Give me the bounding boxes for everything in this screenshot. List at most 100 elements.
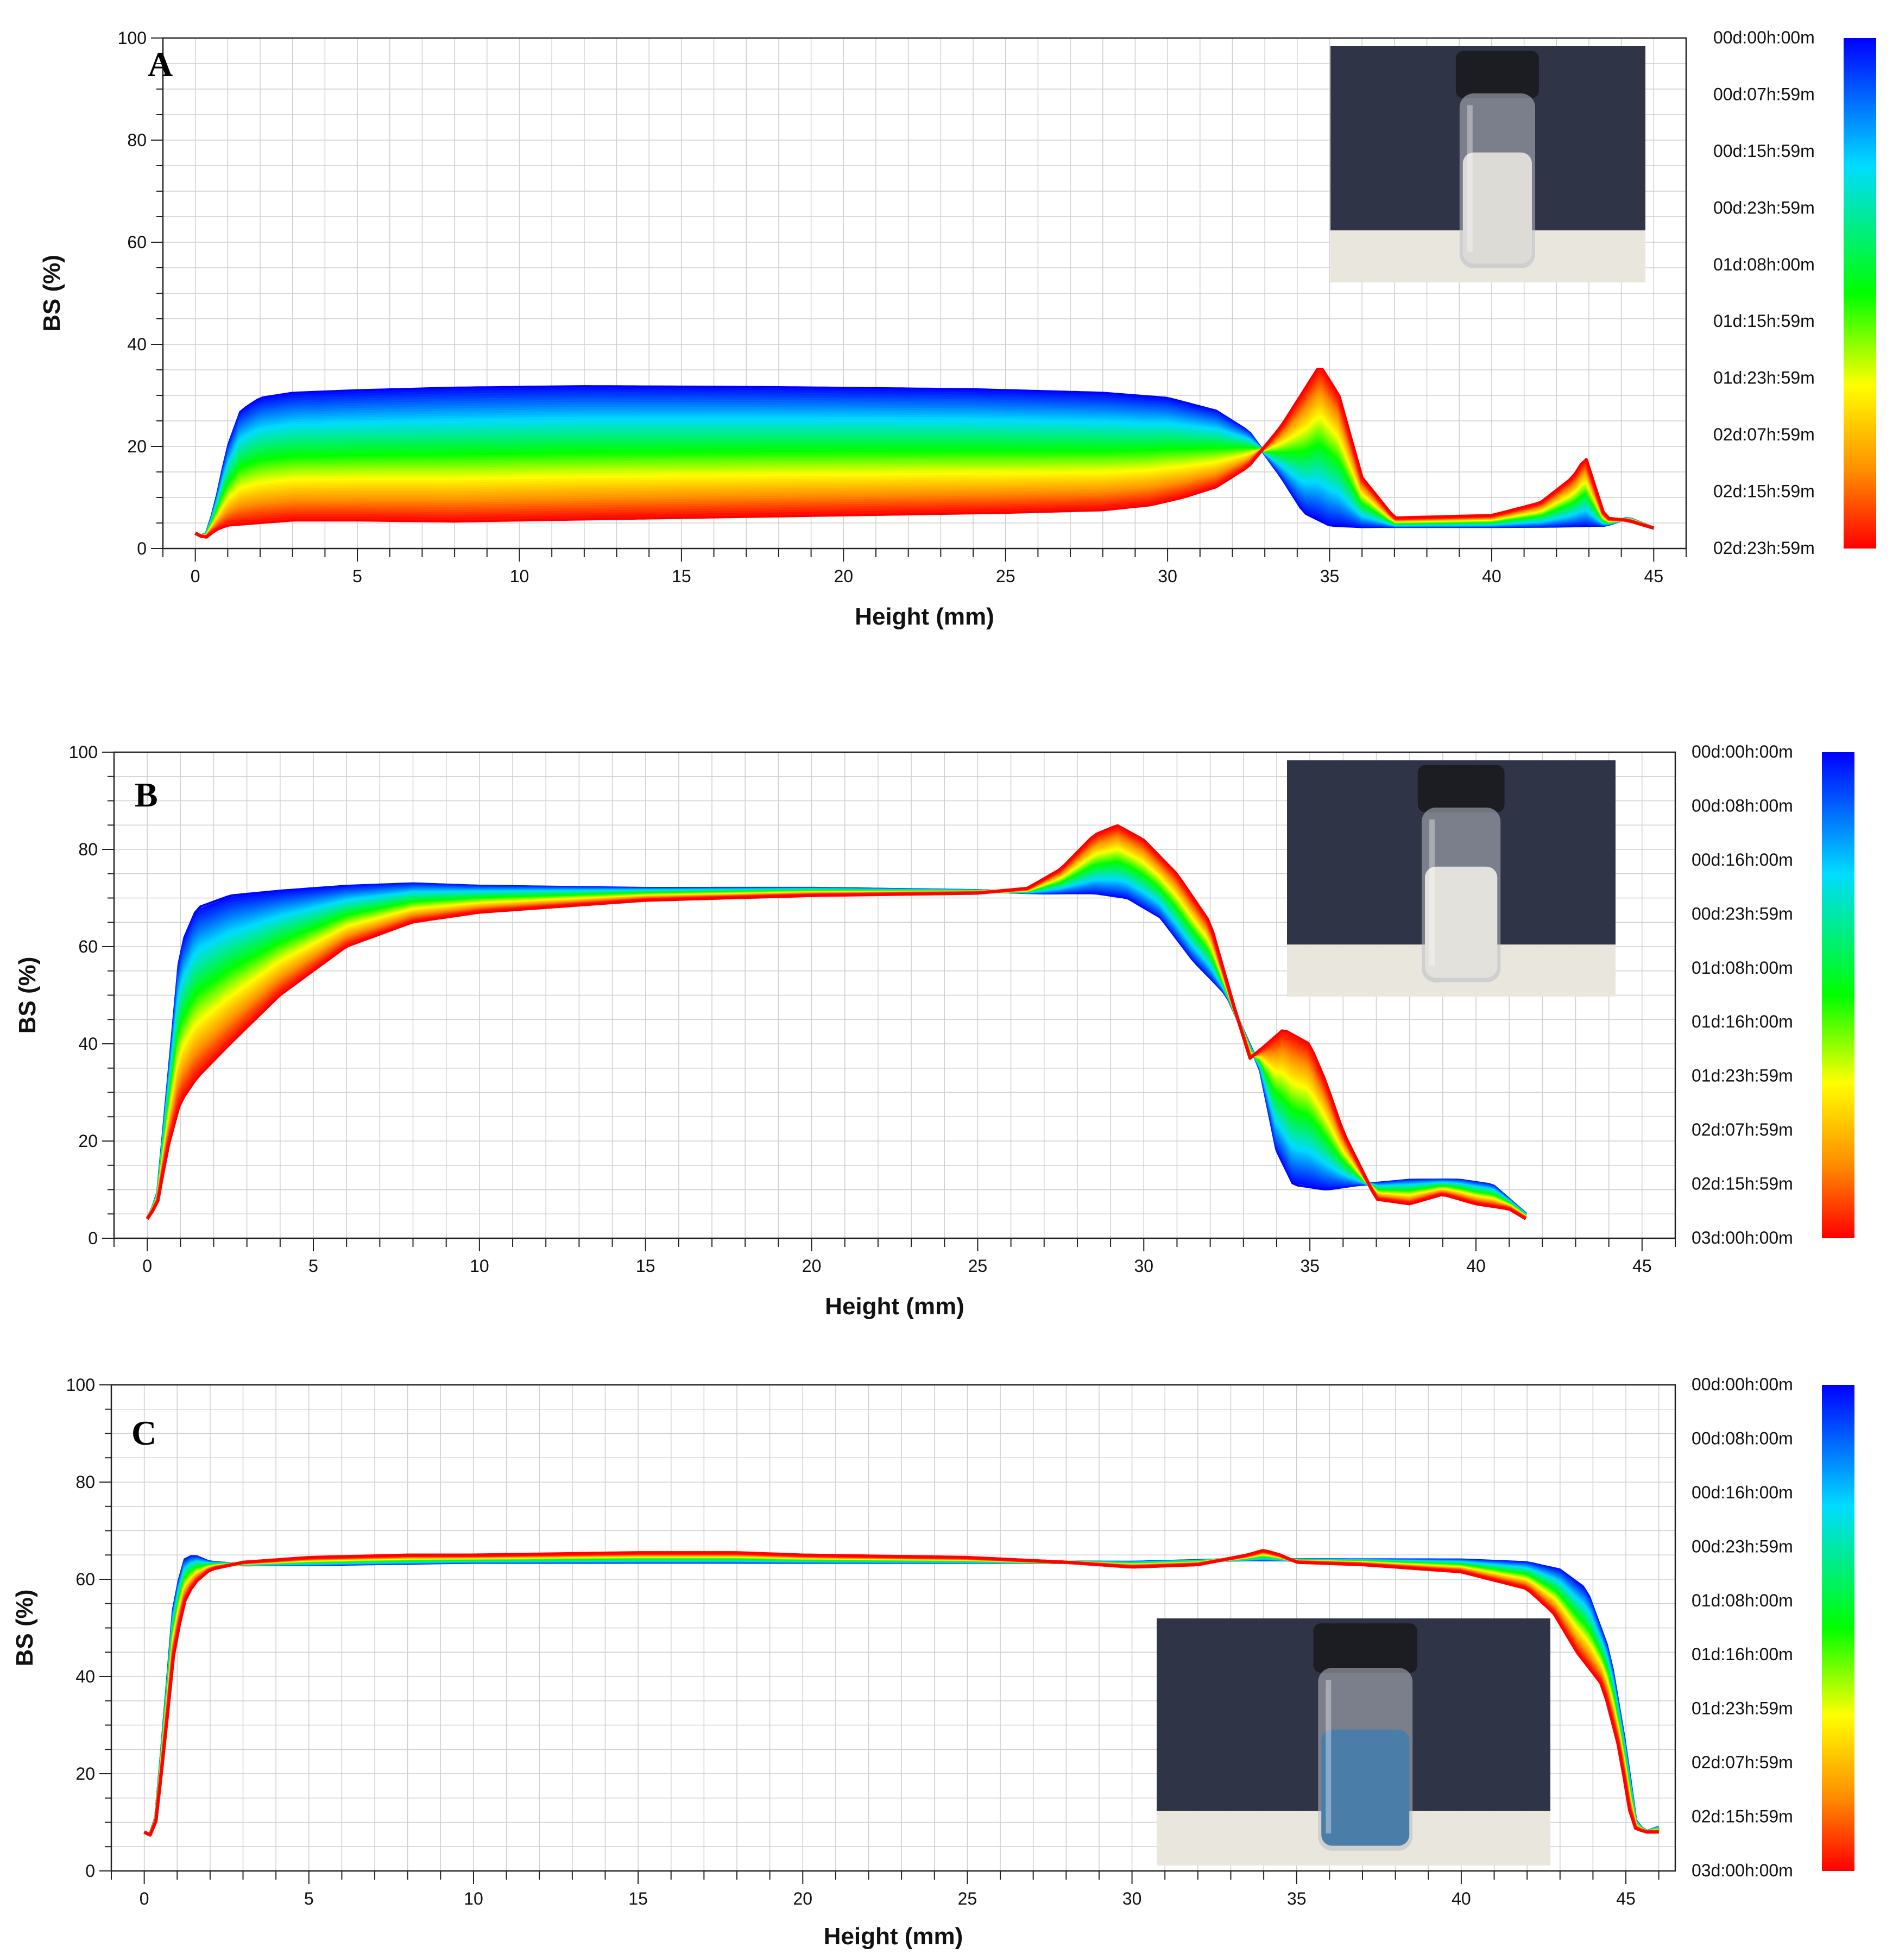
legend-label: 02d:15h:59m [1692, 1807, 1793, 1826]
x-axis [111, 1871, 1660, 1884]
legend-label: 01d:23h:59m [1692, 1066, 1793, 1086]
y-tick-label: 20 [127, 437, 147, 456]
x-tick-label: 25 [968, 1256, 988, 1276]
x-tick-label: 0 [140, 1889, 149, 1908]
x-tick-label: 20 [802, 1256, 822, 1276]
vial-cap [1417, 765, 1505, 812]
x-axis [113, 1238, 1676, 1251]
y-tick-label: 20 [78, 1131, 98, 1151]
x-tick-label: 0 [191, 566, 200, 586]
y-tick-label: 40 [78, 1034, 98, 1054]
chart-panel-a: 0 20 40 60 80 100 0 5 10 15 20 25 30 35 40 45 Height (mm… [39, 28, 1876, 630]
inset-photo [1287, 760, 1616, 997]
legend-label: 02d:15h:59m [1713, 482, 1815, 501]
x-tick-label: 45 [1644, 566, 1664, 586]
series-group [146, 824, 1527, 1220]
x-tick-label: 30 [1122, 1889, 1142, 1908]
x-axis-title: Height (mm) [825, 1293, 964, 1320]
legend-label: 01d:08h:00m [1692, 958, 1793, 978]
x-tick-label: 35 [1300, 1256, 1320, 1276]
legend-label: 00d:08h:00m [1692, 1428, 1793, 1448]
x-tick-label: 15 [636, 1256, 655, 1276]
x-tick-label: 40 [1452, 1889, 1471, 1908]
legend-label: 00d:00h:00m [1713, 28, 1815, 47]
x-tick-label: 20 [793, 1889, 812, 1908]
y-tick-label: 0 [88, 1228, 98, 1248]
x-tick-label: 5 [308, 1256, 318, 1276]
y-tick-label: 100 [66, 1375, 95, 1395]
legend-label: 01d:15h:59m [1713, 311, 1815, 331]
x-tick-label: 0 [142, 1256, 152, 1276]
panel-letter: B [135, 776, 158, 814]
y-tick-label: 60 [127, 232, 147, 252]
x-tick-label: 10 [470, 1256, 489, 1276]
y-tick-label: 100 [69, 742, 98, 762]
x-tick-label: 30 [1158, 566, 1177, 586]
legend-label: 00d:23h:59m [1692, 904, 1793, 923]
inset-photo [1330, 46, 1645, 282]
x-axis [162, 549, 1687, 562]
x-tick-label: 40 [1482, 566, 1501, 586]
x-tick-label: 15 [672, 566, 691, 586]
x-axis-title: Height (mm) [824, 1923, 963, 1950]
x-tick-label: 45 [1632, 1256, 1652, 1276]
x-tick-label: 35 [1287, 1889, 1307, 1908]
legend-label: 03d:00h:00m [1692, 1861, 1793, 1880]
series-group [143, 1549, 1660, 1837]
legend-label: 01d:23h:59m [1713, 368, 1815, 388]
inset-photo [1157, 1618, 1550, 1866]
y-tick-label: 80 [75, 1472, 95, 1492]
legend-color-bar [1844, 38, 1876, 549]
x-tick-label: 35 [1320, 566, 1340, 586]
legend-label: 02d:07h:59m [1692, 1753, 1793, 1772]
chart-panel-b: 0 20 40 60 80 100 0 5 10 15 20 25 30 35 40 45 Height (mm… [14, 742, 1854, 1320]
legend-label: 00d:00h:00m [1692, 1375, 1793, 1394]
x-tick-label: 5 [352, 566, 362, 586]
x-tick-label: 20 [834, 566, 854, 586]
legend-label: 00d:08h:00m [1692, 796, 1793, 815]
vial-liquid [1462, 152, 1532, 264]
y-tick-label: 0 [137, 539, 147, 558]
y-tick-label: 20 [75, 1764, 95, 1783]
legend-color-bar [1822, 752, 1854, 1238]
legend-label: 00d:16h:00m [1692, 1483, 1793, 1502]
vial-highlight [1429, 819, 1435, 966]
legend-label: 01d:23h:59m [1692, 1699, 1793, 1718]
vial-cap [1455, 51, 1539, 98]
x-tick-label: 30 [1134, 1256, 1153, 1276]
y-tick-label: 60 [78, 937, 98, 956]
vial-liquid [1321, 1729, 1410, 1846]
legend-label: 02d:07h:59m [1692, 1120, 1793, 1139]
y-axis [99, 1384, 111, 1871]
panel-letter: A [148, 45, 173, 84]
legend-label: 00d:23h:59m [1692, 1536, 1793, 1556]
x-tick-label: 45 [1616, 1889, 1636, 1908]
series-group [194, 368, 1655, 539]
series-line-last [146, 824, 1526, 1220]
y-axis-title: BS (%) [39, 255, 65, 332]
chart-panel-c: 0 20 40 60 80 100 0 5 10 15 20 25 30 35 40 45 Height (mm… [11, 1375, 1854, 1950]
y-tick-label: 80 [78, 840, 98, 859]
y-axis-title: BS (%) [11, 1590, 38, 1667]
y-axis [102, 752, 114, 1239]
y-tick-label: 60 [75, 1570, 95, 1589]
legend-label: 02d:15h:59m [1692, 1174, 1793, 1194]
y-tick-label: 0 [85, 1861, 95, 1881]
legend-label: 00d:23h:59m [1713, 198, 1815, 217]
x-tick-label: 10 [464, 1889, 483, 1908]
legend-color-bar [1822, 1385, 1854, 1871]
vial-highlight [1467, 105, 1473, 252]
legend-label: 00d:00h:00m [1692, 742, 1793, 761]
vial-liquid [1425, 866, 1498, 978]
legend-label: 01d:08h:00m [1713, 255, 1815, 274]
vial-highlight [1326, 1680, 1332, 1833]
legend-label: 01d:08h:00m [1692, 1591, 1793, 1610]
y-tick-label: 80 [127, 130, 147, 150]
legend-label: 00d:15h:59m [1713, 141, 1815, 161]
x-tick-label: 25 [958, 1889, 977, 1908]
series-line-last [143, 1549, 1659, 1836]
legend-label: 00d:16h:00m [1692, 850, 1793, 869]
y-tick-label: 40 [127, 335, 147, 354]
y-tick-label: 40 [75, 1667, 95, 1686]
y-tick-label: 100 [118, 28, 147, 48]
